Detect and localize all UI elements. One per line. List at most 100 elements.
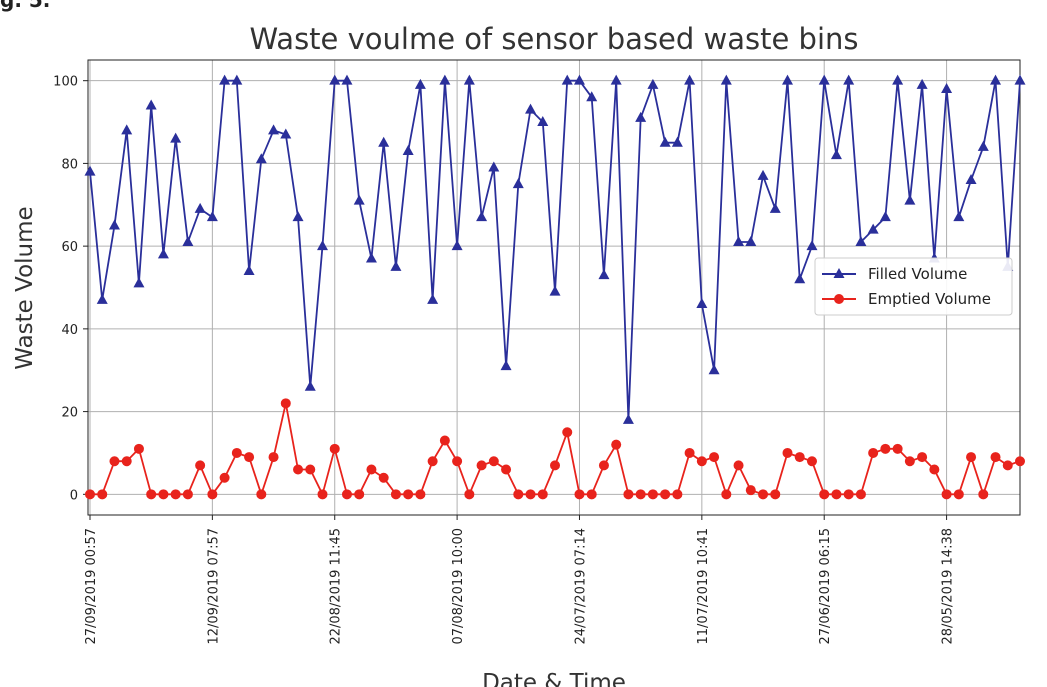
filled-volume-point bbox=[182, 236, 194, 246]
filled-volume-point bbox=[818, 74, 830, 85]
emptied-volume-point bbox=[721, 489, 732, 500]
filled-volume-point bbox=[108, 219, 120, 230]
emptied-volume-point bbox=[513, 489, 524, 500]
filled-volume-point bbox=[941, 82, 953, 93]
x-axis: 27/09/2019 00:57 12/09/2019 07:57 22/08/20… bbox=[84, 515, 956, 645]
emptied-volume-point bbox=[317, 489, 328, 500]
emptied-volume-point bbox=[745, 485, 756, 496]
filled-volume-point bbox=[206, 211, 218, 222]
emptied-volume-point bbox=[182, 489, 193, 500]
emptied-volume-point bbox=[892, 443, 903, 454]
grid-lines bbox=[88, 60, 1020, 515]
emptied-volume-point bbox=[476, 460, 487, 471]
series-line-filled-volume bbox=[89, 79, 1021, 421]
y-axis: 0 20 40 60 80 100 bbox=[53, 75, 88, 503]
filled-volume-point bbox=[782, 74, 793, 85]
x-tick-label: 12/09/2019 07:57 bbox=[206, 528, 221, 645]
emptied-volume-point bbox=[97, 489, 108, 500]
emptied-volume-point bbox=[770, 489, 781, 500]
emptied-volume-point bbox=[696, 456, 707, 467]
y-tick-label: 40 bbox=[61, 323, 78, 338]
emptied-volume-point bbox=[966, 452, 977, 463]
emptied-volume-point bbox=[268, 452, 279, 463]
legend-marker-emptied bbox=[834, 294, 844, 304]
filled-volume-point bbox=[219, 74, 231, 85]
filled-volume-point bbox=[280, 128, 292, 139]
filled-volume-point bbox=[231, 74, 243, 85]
filled-volume-point bbox=[916, 78, 928, 89]
emptied-volume-point bbox=[195, 460, 206, 471]
x-axis-label: Date & Time bbox=[482, 670, 626, 687]
emptied-volume-point bbox=[990, 452, 1001, 463]
emptied-volume-point bbox=[525, 489, 536, 500]
filled-volume-point bbox=[879, 211, 891, 222]
emptied-volume-point bbox=[219, 472, 230, 483]
filled-volume-point bbox=[733, 236, 745, 246]
filled-volume-point bbox=[378, 136, 390, 147]
emptied-volume-point bbox=[464, 489, 475, 500]
emptied-volume-point bbox=[121, 456, 132, 467]
emptied-volume-point bbox=[341, 489, 352, 500]
emptied-volume-point bbox=[758, 489, 769, 500]
filled-volume-point bbox=[892, 74, 904, 85]
filled-volume-point bbox=[157, 248, 169, 259]
filled-volume-point bbox=[414, 78, 426, 89]
filled-volume-point bbox=[121, 124, 133, 135]
filled-volume-point bbox=[953, 211, 965, 222]
emptied-volume-point bbox=[329, 443, 340, 454]
emptied-volume-point bbox=[635, 489, 646, 500]
filled-volume-point bbox=[292, 211, 304, 222]
filled-volume-point bbox=[390, 260, 402, 271]
emptied-volume-point bbox=[390, 489, 401, 500]
x-tick-label: 28/05/2019 14:38 bbox=[941, 528, 956, 645]
emptied-volume-point bbox=[733, 460, 744, 471]
emptied-volume-point bbox=[806, 456, 817, 467]
emptied-volume-point bbox=[868, 447, 879, 458]
filled-volume-point bbox=[684, 74, 696, 85]
filled-volume-point bbox=[194, 202, 206, 213]
y-axis-label: Waste Volume bbox=[12, 206, 38, 369]
x-tick-label: 27/09/2019 00:57 bbox=[84, 528, 99, 645]
y-tick-label: 0 bbox=[70, 488, 78, 503]
filled-volume-point bbox=[806, 240, 818, 251]
emptied-volume-point bbox=[415, 489, 426, 500]
emptied-volume-point bbox=[709, 452, 720, 463]
filled-volume-point bbox=[549, 285, 561, 296]
emptied-volume-point bbox=[953, 489, 964, 500]
emptied-volume-point bbox=[1015, 456, 1025, 467]
filled-volume-point bbox=[830, 149, 842, 160]
filled-volume-point bbox=[476, 211, 488, 222]
filled-volume-point bbox=[990, 74, 1002, 85]
filled-volume-point bbox=[304, 380, 316, 391]
filled-volume-point bbox=[561, 74, 573, 85]
filled-volume-point bbox=[512, 178, 524, 189]
y-tick-label: 60 bbox=[61, 240, 78, 255]
figure-number-fragment: g. 5. bbox=[0, 0, 51, 12]
emptied-volume-point bbox=[231, 447, 242, 458]
emptied-volume-point bbox=[831, 489, 842, 500]
emptied-volume-point bbox=[170, 489, 181, 500]
filled-volume-point bbox=[610, 74, 622, 85]
x-tick-label: 22/08/2019 11:45 bbox=[329, 528, 344, 645]
emptied-volume-point bbox=[85, 489, 95, 500]
filled-volume-point bbox=[745, 236, 757, 246]
filled-volume-point bbox=[622, 413, 634, 424]
legend-label-emptied-volume: Emptied Volume bbox=[868, 290, 991, 308]
filled-volume-point bbox=[488, 161, 500, 172]
filled-volume-point bbox=[537, 116, 549, 127]
emptied-volume-point bbox=[794, 452, 805, 463]
x-tick-label: 27/06/2019 06:15 bbox=[818, 528, 833, 645]
emptied-volume-point bbox=[782, 447, 793, 458]
emptied-volume-point bbox=[855, 489, 866, 500]
emptied-volume-point bbox=[880, 443, 891, 454]
filled-volume-point bbox=[145, 99, 157, 110]
filled-volume-point bbox=[170, 132, 182, 143]
filled-volume-point bbox=[1014, 74, 1026, 85]
emptied-volume-point bbox=[452, 456, 463, 467]
filled-volume-point bbox=[427, 293, 439, 304]
emptied-volume-point bbox=[550, 460, 560, 471]
filled-volume-point bbox=[451, 240, 463, 251]
legend-label-filled-volume: Filled Volume bbox=[868, 265, 967, 283]
emptied-volume-point bbox=[672, 489, 683, 500]
filled-volume-point bbox=[500, 360, 512, 371]
